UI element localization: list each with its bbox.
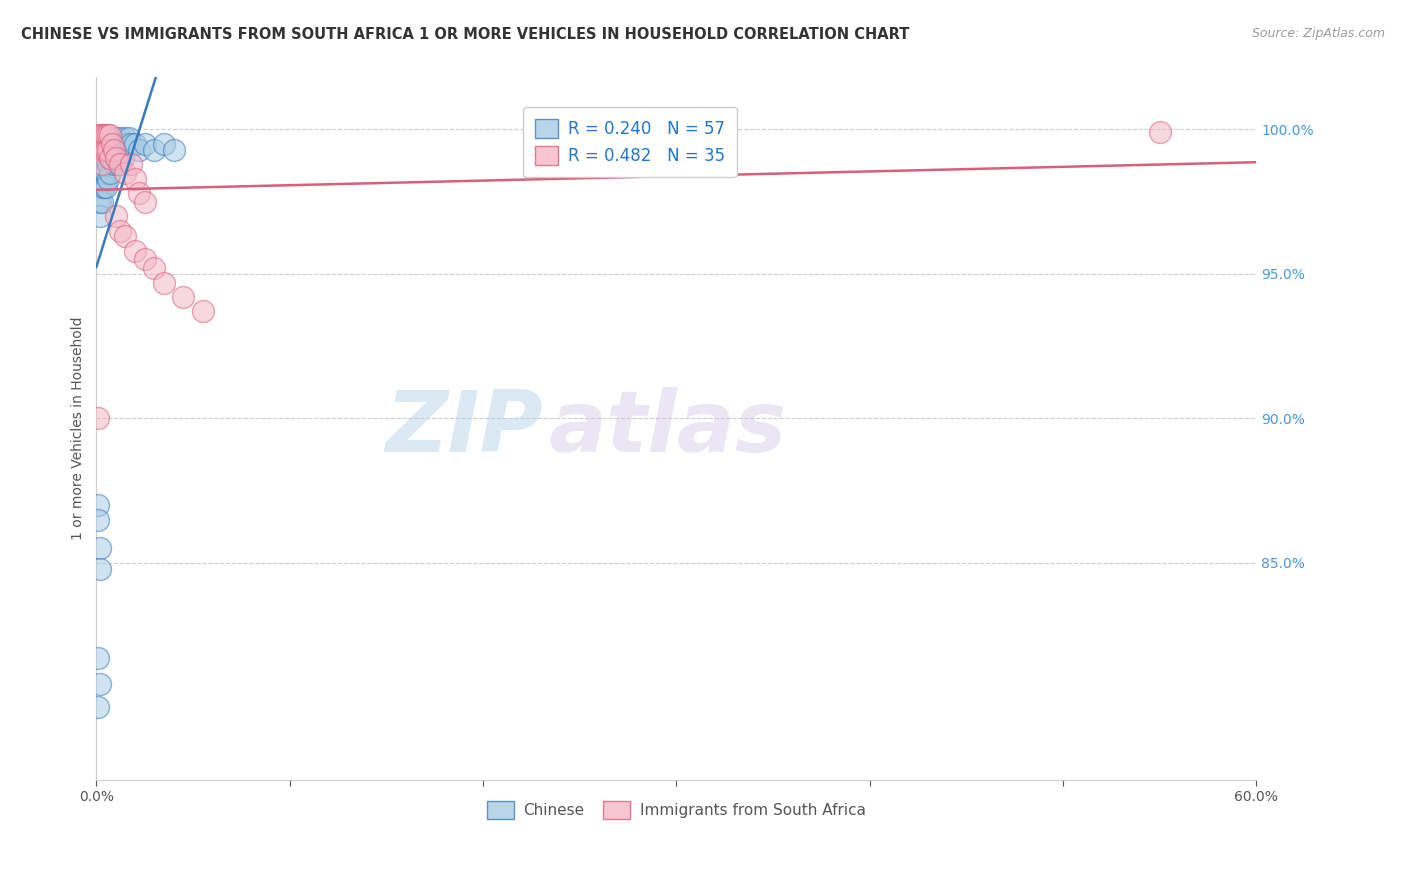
Point [93, 152, 115, 166]
Point [91, 143, 114, 157]
Point [93, 128, 115, 143]
Point [103, 136, 125, 151]
Point [89, 180, 111, 194]
Point [97, 143, 120, 157]
Point [87, 143, 110, 157]
Point [124, 244, 146, 258]
Point [108, 152, 131, 166]
Point [110, 136, 132, 151]
Point [104, 152, 127, 166]
Point [91, 152, 114, 166]
Point [124, 171, 146, 186]
Point [172, 290, 194, 304]
Point [120, 136, 142, 151]
Point [87, 180, 110, 194]
Text: Source: ZipAtlas.com: Source: ZipAtlas.com [1251, 27, 1385, 40]
Text: atlas: atlas [548, 387, 787, 470]
Point [89, 677, 111, 691]
Y-axis label: 1 or more Vehicles in Household: 1 or more Vehicles in Household [72, 317, 86, 541]
Point [89, 562, 111, 576]
Point [91, 166, 114, 180]
Point [98, 152, 121, 166]
Point [101, 136, 124, 151]
Point [143, 143, 166, 157]
Point [191, 304, 214, 318]
Point [128, 143, 150, 157]
Point [97, 157, 120, 171]
Point [87, 498, 110, 512]
Point [97, 171, 120, 186]
Text: ZIP: ZIP [385, 387, 543, 470]
Point [103, 143, 125, 157]
Point [94, 152, 117, 166]
Point [87, 166, 110, 180]
Point [143, 261, 166, 276]
Text: CHINESE VS IMMIGRANTS FROM SOUTH AFRICA 1 OR MORE VEHICLES IN HOUSEHOLD CORRELAT: CHINESE VS IMMIGRANTS FROM SOUTH AFRICA … [21, 27, 910, 42]
Point [98, 166, 121, 180]
Point [134, 136, 156, 151]
Point [89, 152, 111, 166]
Point [93, 136, 115, 151]
Point [101, 152, 124, 166]
Point [87, 651, 110, 665]
Point [89, 541, 111, 556]
Point [87, 152, 110, 166]
Point [108, 157, 131, 171]
Point [153, 136, 176, 151]
Point [94, 180, 117, 194]
Point [128, 186, 150, 200]
Point [134, 252, 156, 267]
Point [91, 180, 114, 194]
Point [91, 136, 114, 151]
Point [87, 512, 110, 526]
Point [93, 166, 115, 180]
Point [134, 194, 156, 209]
Point [94, 166, 117, 180]
Point [91, 194, 114, 209]
Point [97, 143, 120, 157]
Point [103, 157, 125, 171]
Point [98, 136, 121, 151]
Point [112, 152, 135, 166]
Point [94, 128, 117, 143]
Point [114, 229, 136, 244]
Point [89, 194, 111, 209]
Point [104, 209, 127, 223]
Point [163, 143, 186, 157]
Point [87, 128, 110, 143]
Point [101, 136, 124, 151]
Point [87, 194, 110, 209]
Point [114, 131, 136, 145]
Point [108, 224, 131, 238]
Point [97, 128, 120, 143]
Point [94, 136, 117, 151]
Point [114, 166, 136, 180]
Point [124, 136, 146, 151]
Point [108, 131, 131, 145]
Point [107, 136, 129, 151]
Point [1149, 125, 1171, 139]
Point [104, 152, 127, 166]
Point [93, 143, 115, 157]
Point [89, 143, 111, 157]
Point [87, 411, 110, 425]
Point [91, 157, 114, 171]
Point [91, 128, 114, 143]
Point [98, 128, 121, 143]
Point [93, 180, 115, 194]
Point [98, 152, 121, 166]
Point [107, 157, 129, 171]
Legend: Chinese, Immigrants from South Africa: Chinese, Immigrants from South Africa [481, 795, 872, 824]
Point [117, 136, 139, 151]
Point [87, 700, 110, 714]
Point [120, 157, 142, 171]
Point [89, 128, 111, 143]
Point [89, 209, 111, 223]
Point [94, 143, 117, 157]
Point [153, 276, 176, 290]
Point [118, 131, 141, 145]
Point [104, 131, 127, 145]
Point [89, 166, 111, 180]
